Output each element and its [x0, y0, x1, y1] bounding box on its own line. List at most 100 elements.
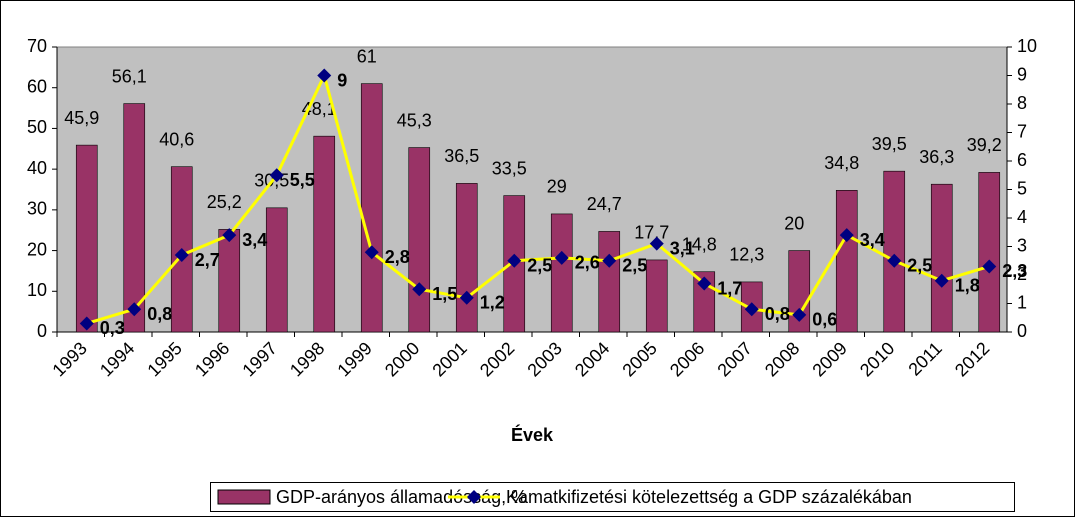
line-value-label: 2,7 — [195, 250, 220, 270]
legend-marker — [467, 490, 481, 504]
line-marker — [697, 276, 712, 291]
bar — [455, 183, 478, 333]
line-marker — [79, 316, 94, 331]
line-marker — [222, 228, 237, 243]
y2-tick-label: 1 — [1017, 292, 1027, 312]
bar-value-label: 12,3 — [729, 245, 764, 265]
bar — [978, 172, 1001, 333]
bar — [883, 170, 906, 333]
line-value-label: 2,5 — [527, 256, 552, 276]
bar-value-label: 33,5 — [492, 158, 527, 178]
line-value-label: 0,3 — [100, 318, 125, 338]
bar-value-label: 40,6 — [159, 129, 194, 149]
line-marker — [554, 250, 569, 265]
line-value-label: 0,6 — [812, 310, 837, 330]
legend-box — [210, 482, 1015, 512]
y2-tick-label: 7 — [1017, 121, 1027, 141]
bar — [930, 183, 953, 333]
line-value-label: 3,4 — [242, 230, 267, 250]
line-value-label: 1,7 — [717, 278, 742, 298]
bar — [313, 135, 336, 333]
bar — [360, 83, 383, 333]
line-marker — [934, 273, 949, 288]
line-marker — [507, 253, 522, 268]
line-marker — [174, 248, 189, 263]
bar-value-label: 25,2 — [207, 192, 242, 212]
y2-tick-label: 8 — [1017, 93, 1027, 113]
bar-value-label: 36,3 — [919, 147, 954, 167]
y2-tick-label: 5 — [1017, 178, 1027, 198]
line-value-label: 9 — [337, 70, 347, 90]
bar-value-label: 14,8 — [682, 234, 717, 254]
bar-value-label: 39,5 — [872, 134, 907, 154]
line-value-label: 5,5 — [290, 170, 315, 190]
line-marker — [839, 228, 854, 243]
bar — [550, 213, 573, 333]
bar-value-label: 45,3 — [397, 110, 432, 130]
line-value-label: 2,5 — [622, 256, 647, 276]
line-marker — [364, 245, 379, 260]
x-axis-label: Évek — [511, 424, 554, 445]
line-value-label: 2,8 — [385, 247, 410, 267]
plot-area — [56, 46, 1008, 333]
y-tick-label: 30 — [27, 199, 47, 219]
bar — [123, 103, 146, 333]
y-tick-label: 10 — [27, 280, 47, 300]
line — [86, 71, 990, 325]
line-value-label: 2,3 — [1002, 261, 1027, 281]
line-marker — [982, 259, 997, 274]
y2-tick-label: 9 — [1017, 64, 1027, 84]
line-marker — [127, 302, 142, 317]
line-marker — [792, 307, 807, 322]
line-marker — [412, 282, 427, 297]
line-marker — [744, 302, 759, 317]
line-marker — [649, 236, 664, 251]
bar — [265, 207, 288, 333]
y2-tick-label: 6 — [1017, 150, 1027, 170]
bar-value-label: 34,8 — [824, 153, 859, 173]
line-value-label: 1,8 — [955, 275, 980, 295]
line-value-label: 0,8 — [765, 304, 790, 324]
bar-value-label: 29 — [547, 177, 567, 197]
bar-value-label: 36,5 — [444, 146, 479, 166]
y2-tick-label: 10 — [1017, 36, 1037, 56]
bar — [835, 190, 858, 333]
bar — [598, 231, 621, 333]
bar — [645, 259, 668, 333]
line-marker — [602, 253, 617, 268]
bar-value-label: 17,7 — [634, 223, 669, 243]
y2-tick-label: 4 — [1017, 207, 1027, 227]
bar-value-label: 45,9 — [64, 108, 99, 128]
y-tick-label: 60 — [27, 76, 47, 96]
legend-label: GDP-arányos államadósság, % — [276, 487, 527, 507]
line-marker — [269, 168, 284, 183]
legend-swatch — [217, 489, 271, 505]
line-value-label: 3,4 — [860, 230, 885, 250]
line-value-label: 2,6 — [575, 253, 600, 273]
line-marker — [459, 290, 474, 305]
bar — [75, 144, 98, 333]
line-value-label: 3,1 — [670, 238, 695, 258]
y2-tick-label: 0 — [1017, 321, 1027, 341]
line-value-label: 2,5 — [907, 256, 932, 276]
bar — [218, 229, 241, 333]
bar — [788, 250, 811, 333]
y-tick-label: 70 — [27, 36, 47, 56]
y2-tick-label: 2 — [1017, 264, 1027, 284]
y-tick-label: 50 — [27, 117, 47, 137]
y-tick-label: 0 — [37, 321, 47, 341]
legend-label: Kamatkifizetési kötelezettség a GDP száz… — [506, 487, 912, 507]
y-tick-label: 40 — [27, 158, 47, 178]
bar — [408, 147, 431, 333]
line-marker — [887, 253, 902, 268]
line-value-label: 1,5 — [432, 284, 457, 304]
bar-value-label: 20 — [784, 213, 804, 233]
bar-value-label: 56,1 — [112, 66, 147, 86]
line-marker — [317, 68, 332, 83]
line-value-label: 1,2 — [480, 293, 505, 313]
y-tick-label: 20 — [27, 239, 47, 259]
y2-tick-label: 3 — [1017, 235, 1027, 255]
bar-value-label: 61 — [357, 46, 377, 66]
line-value-label: 0,8 — [147, 304, 172, 324]
